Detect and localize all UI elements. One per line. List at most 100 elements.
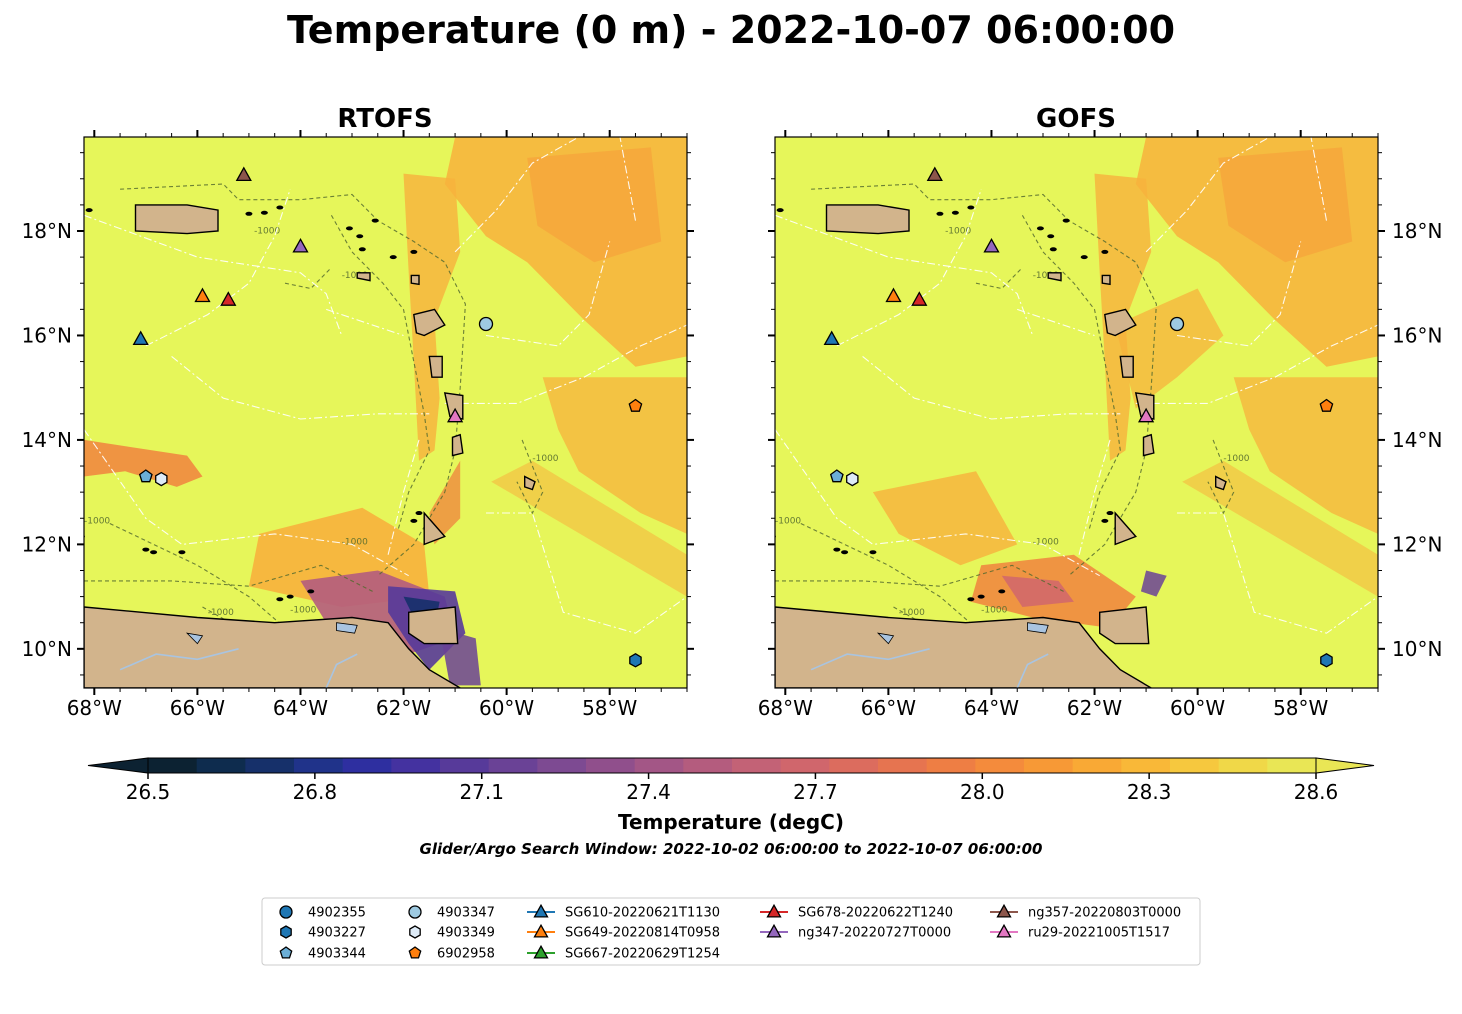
isobath-label: -1000 (208, 608, 234, 618)
lat-tick-label: 14°N (22, 428, 72, 452)
marker-4903349 (846, 471, 859, 487)
small-island (142, 547, 150, 552)
eez-line (84, 214, 343, 336)
landmass (524, 475, 536, 491)
eez-line (1310, 137, 1328, 221)
lon-tick-label: 64°W (273, 696, 328, 720)
legend-item: SG678-20220622T1240 (760, 903, 953, 921)
small-island (286, 594, 294, 599)
eez-boundaries (84, 137, 687, 634)
observation-markers-gofs (823, 166, 1334, 668)
legend-item: 4903227 (280, 925, 366, 941)
legend-item: ru29-20221005T1517 (990, 923, 1170, 941)
colorbar-tick-label: 28.0 (960, 780, 1005, 804)
isobath-1000 (811, 183, 1157, 577)
small-island (1062, 218, 1070, 223)
temperature-anomaly-patch (491, 460, 687, 597)
legend-marker-6902958 (408, 946, 422, 959)
legend-marker-SG610-20220621T1130 (533, 903, 549, 918)
landmass (1101, 274, 1111, 286)
eez-boundaries (775, 137, 1378, 634)
landmass (134, 204, 219, 235)
landmass (356, 272, 371, 282)
colorbar-tick-label: 27.4 (626, 780, 671, 804)
legend-label: ng347-20220727T0000 (798, 926, 951, 941)
small-island (410, 518, 418, 523)
lake (336, 622, 358, 634)
small-island (389, 255, 397, 260)
lat-tick-label: 14°N (1392, 428, 1442, 452)
small-island (410, 249, 418, 254)
legend-item: 4903349 (409, 925, 495, 941)
small-island (869, 550, 877, 555)
river (119, 648, 239, 671)
colorbar-extend-high (1315, 757, 1375, 774)
colorbar-tick-label: 26.8 (293, 780, 338, 804)
eez-line (1078, 439, 1111, 555)
colorbar-tick-label: 26.5 (126, 780, 171, 804)
lon-tick-label: 66°W (170, 696, 225, 720)
marker-4903344 (829, 469, 844, 483)
colorbar-swatch (634, 758, 684, 773)
lon-tick-label: 58°W (1273, 696, 1328, 720)
isobath-1000 (975, 267, 1023, 290)
lon-tick-label: 62°W (376, 696, 431, 720)
colorbar-scale (87, 757, 1375, 774)
isobath-1000 (775, 564, 1064, 592)
temperature-field-gofs (775, 137, 1378, 688)
small-island (1036, 226, 1044, 231)
colorbar-swatch (488, 758, 538, 773)
colorbar-swatch (683, 758, 733, 773)
legend-marker-ng357-20220803T0000 (996, 903, 1012, 918)
landmass (1114, 511, 1137, 546)
marker-6902958 (1319, 398, 1334, 412)
colorbar-swatch (586, 758, 636, 773)
isobath-label: -1000 (290, 605, 316, 615)
legend-item: SG610-20220621T1130 (527, 903, 720, 921)
lat-tick-label: 18°N (1392, 219, 1442, 243)
temperature-anomaly-patch (1182, 460, 1378, 597)
eez-line (1135, 324, 1378, 404)
colorbar-swatch (342, 758, 392, 773)
bathymetry-contours: -1000 -1000 -1000 -1000 -1000 -1000 -1000 (84, 183, 559, 634)
small-island (276, 597, 284, 602)
lon-tick-label: 66°W (861, 696, 916, 720)
landmass (410, 274, 420, 286)
landmass (443, 392, 464, 420)
small-island (1049, 247, 1057, 252)
colorbar-extend-low (87, 757, 149, 774)
legend-label: 4903344 (308, 947, 366, 962)
small-island (1101, 518, 1109, 523)
marker-SG649-20220814T0958 (194, 287, 211, 303)
marker-ru29-20221005T1517 (446, 407, 464, 423)
small-island (356, 234, 364, 239)
legend-label: ru29-20221005T1517 (1028, 926, 1170, 941)
eez-line (1145, 137, 1271, 253)
legend-item: 4903344 (279, 946, 366, 962)
temperature-anomaly-patch (1115, 288, 1224, 409)
map-frame (83, 136, 688, 689)
landmass (1134, 392, 1155, 420)
small-island (415, 511, 423, 516)
axis-ticks: 68°W 66°W 64°W 62°W 60°W 58°W 10°N 12°N 14°N 16°N… (758, 130, 1442, 720)
lon-tick-label: 60°W (479, 696, 534, 720)
colorbar-swatch (878, 758, 928, 773)
bathymetry-contours: -1000 -1000 -1000 -1000 -1000 -1000 -1000 (775, 183, 1250, 634)
figure-title: Temperature (0 m) - 2022-10-07 06:00:00 (287, 8, 1175, 52)
eez-line (444, 324, 687, 404)
small-island (967, 597, 975, 602)
small-island (936, 211, 944, 216)
small-island (1080, 255, 1088, 260)
legend-label: 4903347 (437, 906, 495, 921)
landmass (1047, 272, 1062, 282)
legend-label: 4903349 (437, 926, 495, 941)
colorbar-swatch (1121, 758, 1171, 773)
isobath-label: -1000 (342, 537, 368, 547)
marker-ng347-20220727T0000 (983, 237, 1000, 253)
colorbar-swatch (196, 758, 246, 773)
eez-line (1176, 241, 1302, 347)
river (325, 653, 358, 688)
small-island (85, 208, 93, 213)
temperature-anomaly-patch (429, 460, 461, 545)
eez-line (775, 214, 1034, 336)
